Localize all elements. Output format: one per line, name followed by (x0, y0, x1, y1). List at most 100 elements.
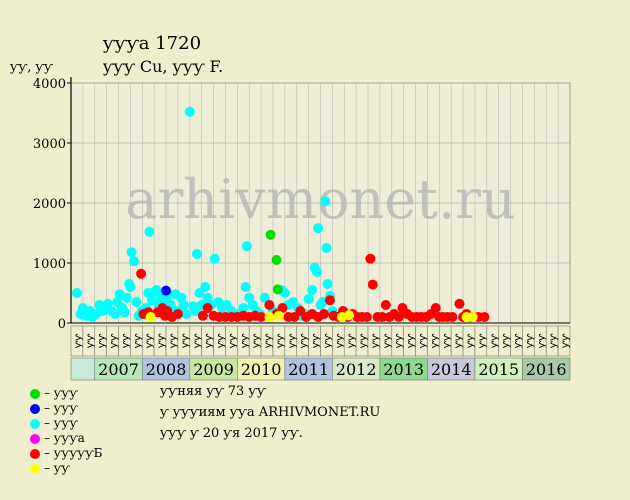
legend-marker (30, 418, 40, 429)
data-point (367, 279, 378, 290)
data-point (320, 196, 331, 207)
data-point (126, 247, 137, 258)
data-point (131, 297, 142, 307)
data-point (128, 256, 139, 267)
year-label: 2007 (98, 360, 139, 379)
watermark: arhivmonet.ru (125, 168, 515, 231)
quarter-label: ƴƴ (204, 333, 215, 348)
data-point (178, 300, 189, 310)
quarter-label: ƴƴ (97, 333, 108, 348)
quarter-label: ƴƴ (358, 333, 369, 348)
quarter-cell (557, 325, 571, 357)
data-point (202, 303, 213, 313)
legend-label: – ƴƴƴ (44, 386, 78, 400)
quarter-label: ƴƴ (370, 333, 381, 348)
year-cell (70, 357, 96, 381)
y-tick-label: 0 (58, 317, 66, 332)
quarter-label: ƴƴ (548, 333, 559, 348)
data-point (311, 267, 322, 277)
quarter-label: ƴƴ (120, 333, 131, 348)
quarter-label: ƴƴ (453, 333, 464, 348)
legend-label: – ƴƴƴƴƴБ (44, 446, 103, 460)
quarter-label: ƴƴ (192, 333, 203, 348)
quarter-label: ƴƴ (180, 333, 191, 348)
chart-subtitle: ƴƴƴ Cu, ƴƴƴ F. (103, 57, 224, 76)
quarter-label: ƴƴ (73, 333, 84, 348)
data-point (146, 295, 157, 306)
quarter-label: ƴƴ (132, 333, 143, 348)
legend-item: – ƴƴƴ (30, 416, 78, 430)
chart-title: ƴƴƴa 1720 (103, 33, 202, 54)
data-point (447, 312, 458, 322)
data-point (393, 312, 404, 322)
quarter-label: ƴƴ (109, 333, 120, 348)
quarter-label: ƴƴ (441, 333, 452, 348)
quarter-label: ƴƴ (346, 333, 357, 348)
y-tick-label: 2000 (33, 197, 66, 212)
data-point (191, 249, 202, 259)
year-label: 2009 (193, 360, 234, 379)
note-line: ƴ ƴƴƴиям ƴƴa ARHIVMONET.RU (160, 405, 381, 420)
data-point (430, 303, 441, 313)
data-point (121, 292, 132, 303)
data-point (144, 226, 155, 237)
legend-item: – ƴƴƴ (30, 401, 78, 415)
data-point (209, 253, 220, 264)
quarter-label: ƴƴ (417, 333, 428, 348)
data-point (303, 294, 314, 304)
data-point (313, 223, 324, 234)
year-cell (522, 357, 571, 381)
data-point (325, 295, 336, 306)
quarter-label: ƴƴ (560, 333, 571, 348)
quarter-label: ƴƴ (275, 333, 286, 348)
quarter-label: ƴƴ (394, 333, 405, 348)
quarter-label: ƴƴ (263, 333, 274, 348)
data-point (264, 300, 275, 310)
quarter-label: ƴƴ (334, 333, 345, 348)
data-point (479, 312, 490, 322)
legend-label: – ƴƴ (44, 461, 70, 475)
data-point (307, 285, 318, 295)
legend-item: – ƴƴƴ (30, 386, 78, 400)
data-point (71, 288, 82, 298)
quarter-label: ƴƴ (477, 333, 488, 348)
data-point (321, 243, 332, 253)
year-label: 2016 (526, 360, 567, 379)
quarter-label: ƴƴ (168, 333, 179, 348)
year-label: 2013 (383, 360, 424, 379)
data-point (241, 241, 252, 252)
data-point (119, 307, 130, 318)
quarter-label: ƴƴ (144, 333, 155, 348)
data-point (380, 300, 391, 310)
data-point (467, 312, 478, 322)
quarter-label: ƴƴ (85, 333, 96, 348)
quarter-label: ƴƴ (322, 333, 333, 348)
data-point (277, 303, 288, 313)
data-point (272, 284, 283, 295)
y-tick-label: 4000 (33, 77, 66, 92)
data-point (271, 255, 282, 265)
data-point (136, 268, 147, 279)
data-point (125, 282, 136, 292)
data-point (145, 312, 156, 322)
quarter-label: ƴƴ (489, 333, 500, 348)
legend-label: – ƴƴƴ (44, 416, 78, 430)
legend-item: – ƴƴƴa (30, 431, 85, 445)
y-tick-label: 3000 (33, 137, 66, 152)
data-point (259, 292, 270, 303)
data-point (344, 310, 355, 321)
quarter-label: ƴƴ (465, 333, 476, 348)
note-line: ƴƴняя ƴƴ 73 ƴƴ (160, 384, 266, 399)
data-point (256, 312, 267, 322)
quarter-label: ƴƴ (287, 333, 298, 348)
year-label: 2008 (146, 360, 187, 379)
y-tick-label: 1000 (33, 257, 66, 272)
data-point (98, 306, 109, 316)
quarter-label: ƴƴ (524, 333, 535, 348)
quarter-label: ƴƴ (406, 333, 417, 348)
legend-marker (30, 433, 40, 444)
quarter-label: ƴƴ (299, 333, 310, 348)
quarter-label: ƴƴ (156, 333, 167, 348)
quarter-label: ƴƴ (227, 333, 238, 348)
